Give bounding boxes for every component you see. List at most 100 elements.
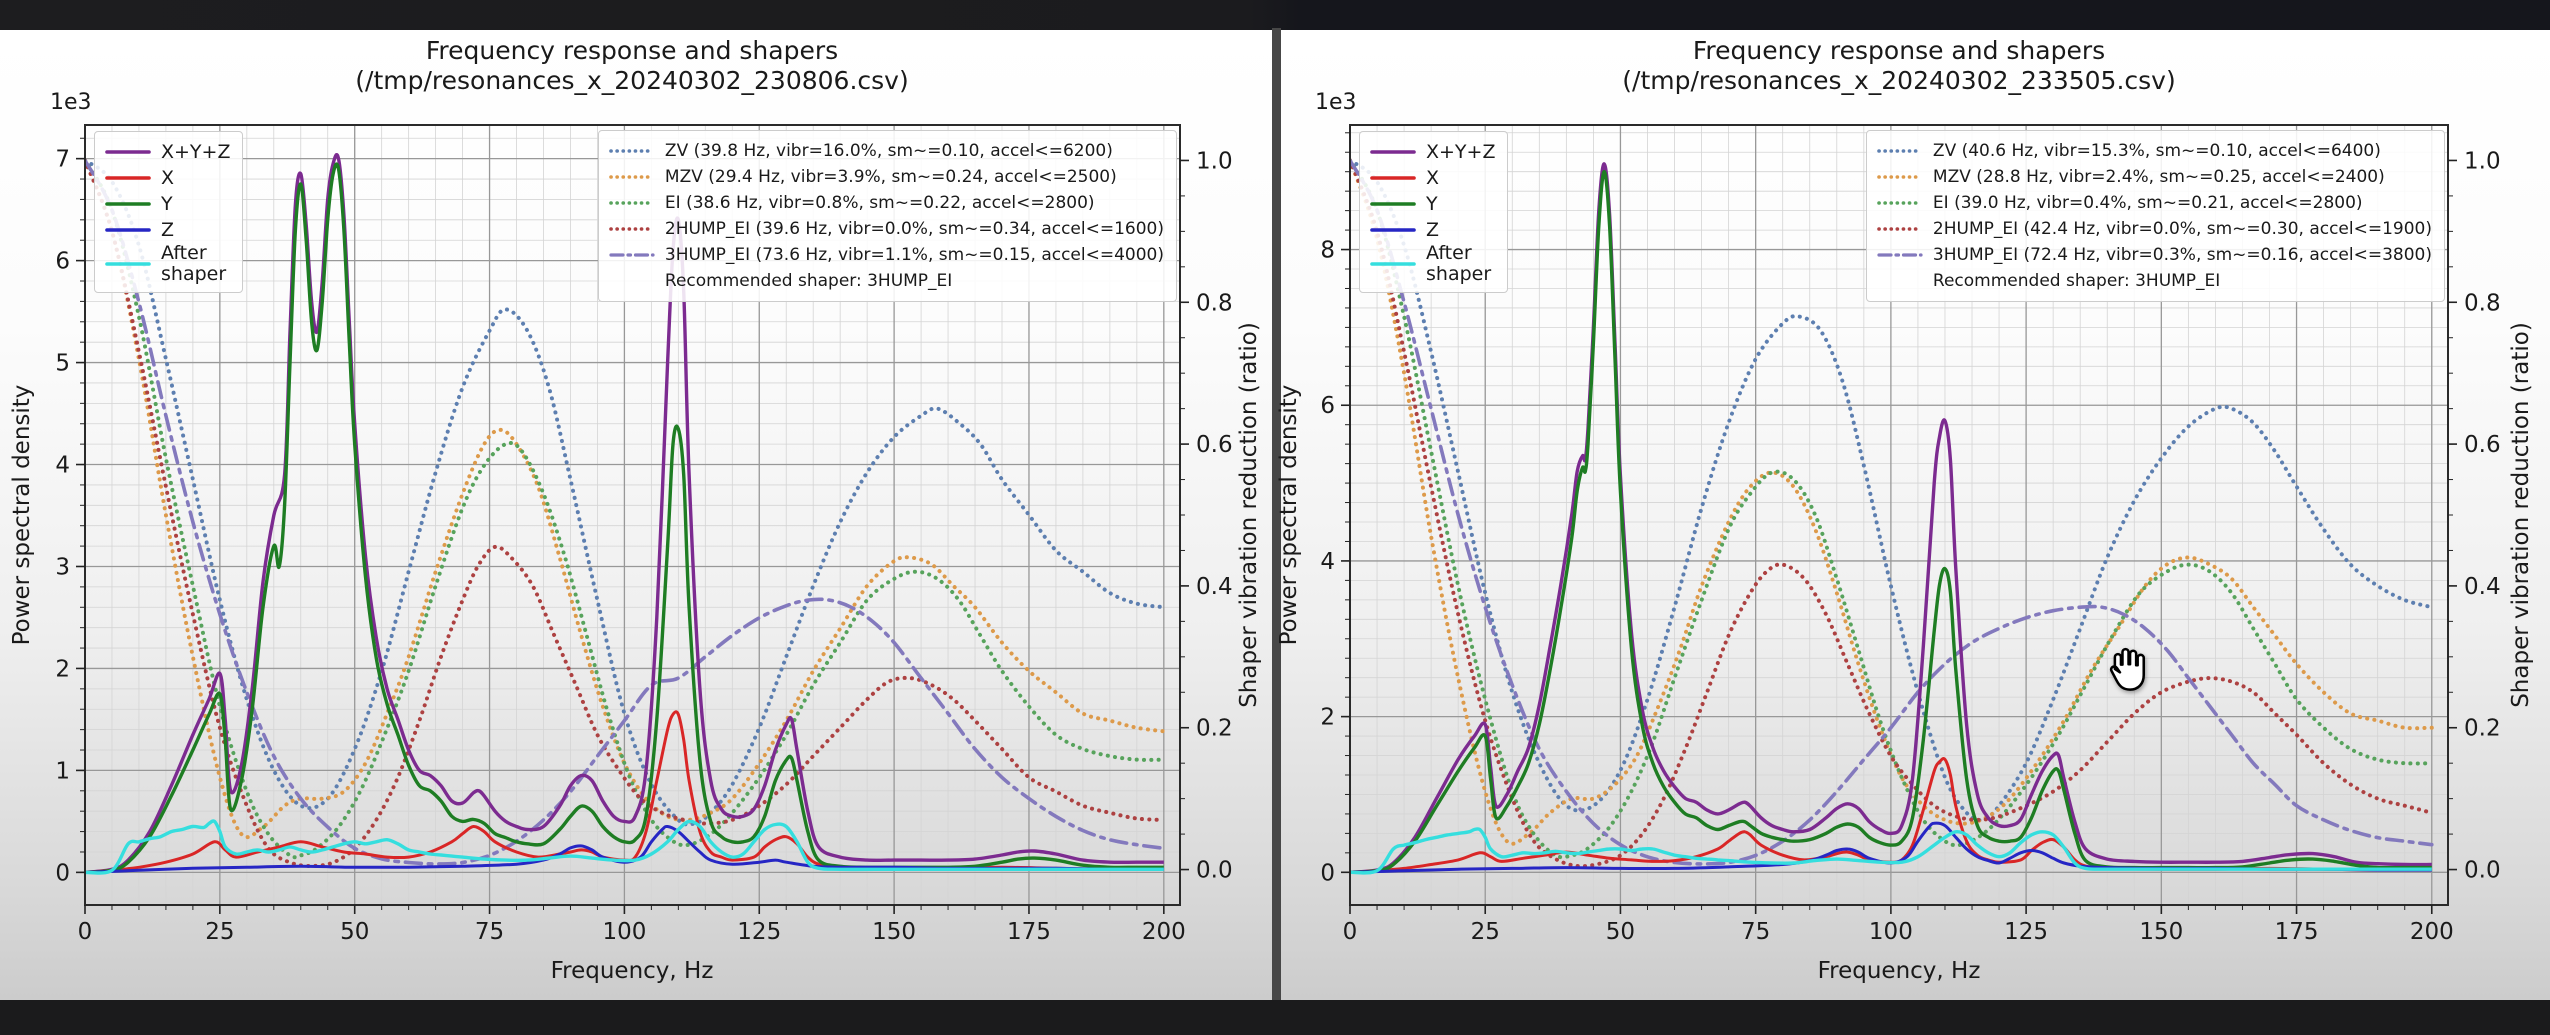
legend-item: 3HUMP_EI (72.4 Hz, vibr=0.3%, sm~=0.16, … — [1876, 242, 2432, 268]
legend-label: ZV (40.6 Hz, vibr=15.3%, sm~=0.10, accel… — [1932, 141, 2381, 161]
legend-line-sample — [1370, 202, 1416, 206]
axis-ticks — [1341, 132, 2457, 914]
legend-line-sample — [1370, 150, 1416, 154]
psd-curve-z — [85, 824, 1164, 874]
psd-curves — [85, 153, 1164, 875]
legend-line-sample — [608, 275, 656, 287]
shaper-curve-EI — [85, 158, 1166, 860]
svg-text:175: 175 — [1007, 919, 1051, 945]
svg-text:2: 2 — [1320, 705, 1335, 731]
psd-curve-z — [1350, 821, 2432, 874]
psd-curve-x-y-z — [1350, 162, 2432, 874]
legend-label: X — [1426, 166, 1440, 189]
shaper-curve-3HUMP_EI — [1350, 158, 2434, 866]
right-figure-title: Frequency response and shapers (/tmp/res… — [1622, 36, 2175, 96]
svg-text:75: 75 — [475, 919, 504, 945]
svg-text:3: 3 — [55, 554, 70, 580]
legend-item: 3HUMP_EI (73.6 Hz, vibr=1.1%, sm~=0.15, … — [608, 242, 1164, 268]
shaper-curve-MZV — [1350, 158, 2434, 846]
legend-item: ZV (40.6 Hz, vibr=15.3%, sm~=0.10, accel… — [1876, 138, 2432, 164]
svg-text:0.2: 0.2 — [1196, 716, 1233, 742]
svg-text:0: 0 — [1343, 919, 1358, 945]
svg-text:150: 150 — [2139, 919, 2183, 945]
legend-item: MZV (29.4 Hz, vibr=3.9%, sm~=0.24, accel… — [608, 164, 1164, 190]
legend-line-sample — [609, 175, 655, 179]
left-figure-title: Frequency response and shapers (/tmp/res… — [355, 36, 908, 96]
legend-item: X — [104, 165, 230, 191]
shaper-curve-EI — [1350, 158, 2434, 860]
legend-label: X+Y+Z — [161, 140, 231, 163]
legend-label: 3HUMP_EI (72.4 Hz, vibr=0.3%, sm~=0.16, … — [1932, 245, 2432, 265]
y-axis-offset-label: 1e3 — [1315, 90, 1357, 115]
recommended-shaper-text: Recommended shaper: 3HUMP_EI — [1876, 268, 2432, 294]
legend-line-sample — [1877, 175, 1923, 179]
svg-text:0.2: 0.2 — [2464, 716, 2501, 742]
svg-text:50: 50 — [340, 919, 369, 945]
shaper-curve-ZV — [1350, 158, 2434, 823]
svg-text:7: 7 — [55, 147, 70, 173]
bottom-black-bar — [0, 1000, 2550, 1035]
plot-subtitle: (/tmp/resonances_x_20240302_233505.csv) — [1622, 66, 2176, 95]
psd-curve-y — [85, 162, 1164, 875]
svg-text:0.6: 0.6 — [2464, 432, 2501, 458]
plot-title: Frequency response and shapers — [1692, 36, 2106, 65]
svg-text:0.0: 0.0 — [1196, 858, 1233, 884]
svg-text:8: 8 — [1320, 238, 1335, 264]
legend-item: EI (39.0 Hz, vibr=0.4%, sm~=0.21, accel<… — [1876, 190, 2432, 216]
shaper-curve-2HUMP_EI — [1350, 158, 2434, 869]
x-axis-label: Frequency, Hz — [550, 958, 714, 984]
legend-item: X+Y+Z — [104, 139, 230, 165]
series-legend: X+Y+Z X Y Z After shaper — [94, 131, 244, 293]
right-figure-window: 0 25 50 75 100 125 150 175 200 0 2 4 6 8 0.0 0.2 0.4 0.6 0… — [1276, 30, 2550, 1000]
legend-line-sample — [1877, 227, 1923, 231]
y-axis-label-left: Power spectral density — [9, 384, 35, 646]
svg-text:4: 4 — [1320, 549, 1335, 575]
shaper-curve-3HUMP_EI — [85, 158, 1166, 866]
legend-line-sample — [609, 149, 655, 153]
legend-line-sample — [1876, 275, 1924, 287]
legend-item: EI (38.6 Hz, vibr=0.8%, sm~=0.22, accel<… — [608, 190, 1164, 216]
legend-line-sample — [1370, 228, 1416, 232]
legend-item: Y — [104, 191, 230, 217]
legend-item: MZV (28.8 Hz, vibr=2.4%, sm~=0.25, accel… — [1876, 164, 2432, 190]
legend-label: EI (38.6 Hz, vibr=0.8%, sm~=0.22, accel<… — [664, 193, 1095, 213]
shaper-curves — [85, 158, 1166, 869]
svg-text:0: 0 — [1320, 860, 1335, 886]
legend-label: After shaper — [1426, 242, 1492, 285]
legend-label: Z — [1426, 218, 1440, 241]
svg-text:6: 6 — [1320, 393, 1335, 419]
cursor-open-hand-icon — [2098, 642, 2152, 700]
legend-line-sample — [1877, 253, 1923, 257]
svg-text:4: 4 — [55, 453, 70, 479]
svg-text:0: 0 — [78, 919, 93, 945]
legend-line-sample — [105, 262, 151, 266]
y-axis-label-left: Power spectral density — [1276, 384, 1302, 646]
legend-line-sample — [105, 176, 151, 180]
svg-text:100: 100 — [602, 919, 646, 945]
x-axis-label: Frequency, Hz — [1817, 958, 1981, 984]
legend-line-sample — [1877, 149, 1923, 153]
shaper-curves — [1350, 158, 2434, 869]
svg-text:2: 2 — [55, 656, 70, 682]
svg-text:125: 125 — [2004, 919, 2048, 945]
svg-text:0.4: 0.4 — [1196, 574, 1233, 600]
legend-label: ZV (39.8 Hz, vibr=16.0%, sm~=0.10, accel… — [664, 141, 1113, 161]
svg-text:200: 200 — [1142, 919, 1186, 945]
legend-item: After shaper — [1369, 243, 1495, 285]
legend-item: Z — [104, 217, 230, 243]
left-figure-window: 0 25 50 75 100 125 150 175 200 0 1 2 3 4 5 6 7 0.0 0.2 0.4 0… — [0, 30, 1272, 1000]
svg-text:75: 75 — [1741, 919, 1770, 945]
legend-item: 2HUMP_EI (42.4 Hz, vibr=0.0%, sm~=0.30, … — [1876, 216, 2432, 242]
svg-text:25: 25 — [1471, 919, 1500, 945]
legend-item: After shaper — [104, 243, 230, 285]
series-legend: X+Y+Z X Y Z After shaper — [1359, 131, 1509, 293]
legend-label: Y — [1426, 192, 1438, 215]
legend-label: Y — [161, 192, 173, 215]
legend-label: Recommended shaper: 3HUMP_EI — [1932, 271, 2221, 291]
shaper-curve-2HUMP_EI — [85, 158, 1166, 869]
legend-line-sample — [609, 253, 655, 257]
tick-labels: 0 25 50 75 100 125 150 175 200 0 2 4 6 8 0.0 0.2 0.4 0.6 0… — [1320, 148, 2500, 945]
svg-text:125: 125 — [737, 919, 781, 945]
legend-label: 2HUMP_EI (39.6 Hz, vibr=0.0%, sm~=0.34, … — [664, 219, 1164, 239]
